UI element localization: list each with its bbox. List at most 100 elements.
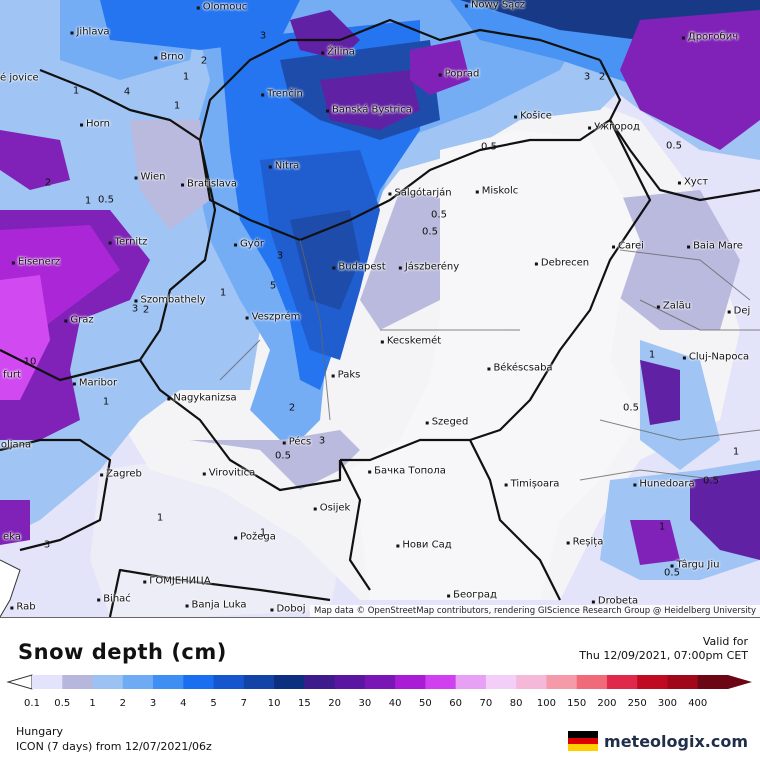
city-label: Veszprém <box>245 311 301 323</box>
city-label: Békéscsaba <box>487 362 553 374</box>
scale-tick-label: 5 <box>210 698 217 709</box>
snow-area-20cm-tj <box>630 520 680 565</box>
border-hu-ro <box>469 119 652 442</box>
brand-logo[interactable]: meteologix.com <box>568 731 748 752</box>
scale-arrow-left <box>6 674 33 690</box>
germany-flag-icon <box>568 731 599 752</box>
scale-swatch <box>32 675 63 689</box>
flag-stripe <box>568 744 599 752</box>
scale-tick-label: 2 <box>119 698 126 709</box>
city-label: Wien <box>134 171 166 183</box>
city-label: Cluj-Napoca <box>682 351 750 363</box>
contour-label: 1 <box>102 396 110 408</box>
scale-tick-label: 80 <box>509 698 523 709</box>
scale-swatch <box>274 675 305 689</box>
city-label: Horn <box>80 118 110 130</box>
scale-tick-label: 400 <box>688 698 708 709</box>
scale-tick-label: 70 <box>479 698 493 709</box>
snow-area-15cm-tatra <box>410 40 470 95</box>
city-label: Poprad <box>438 68 480 80</box>
city-label: Bihać <box>97 593 131 605</box>
contour-label: 3 <box>583 71 591 83</box>
city-label: Jászberény <box>398 261 460 273</box>
valid-for-label: Valid for <box>702 635 748 648</box>
scale-tick-label: 250 <box>627 698 647 709</box>
border-at-si <box>0 349 141 382</box>
border-hu-rs <box>340 438 470 462</box>
coastline <box>0 559 21 617</box>
contour-label: 0.5 <box>666 140 682 152</box>
scale-tick-label: 60 <box>449 698 463 709</box>
city-label: Bratislava <box>181 178 237 190</box>
city-label: Timișoara <box>504 478 560 490</box>
contour-label: 3 <box>318 435 326 447</box>
city-label: Paks <box>331 369 361 381</box>
flag-stripe <box>568 731 599 738</box>
lowland-no-snow-hr <box>90 460 340 617</box>
scale-swatch <box>425 675 457 689</box>
city-label: Osijek <box>313 502 351 514</box>
border-sk-pl <box>290 18 601 62</box>
city-label: Carei <box>612 240 644 252</box>
snow-area-alps-low <box>0 130 70 190</box>
snow-area-7cm <box>290 210 360 310</box>
legend-title: Snow depth (cm) <box>18 640 227 664</box>
border-sk-hu <box>198 119 611 242</box>
city-label: Zalău <box>656 300 692 312</box>
city-label: Salgótarján <box>388 187 452 199</box>
snow-area-20cm-sw <box>690 470 760 560</box>
contour-label: 0.5 <box>422 226 438 238</box>
city-label: Drobeta <box>591 595 639 607</box>
contour-label: 2 <box>200 55 208 67</box>
city-label: Baia Mare <box>687 240 743 252</box>
contour-label: 0.5 <box>664 567 680 579</box>
contour-label: 0.5 <box>275 450 291 462</box>
snow-area-20cm-ua <box>620 10 760 150</box>
city-label: ГОМЈЕНИЦА <box>143 575 211 587</box>
city-label: Nagykanizsa <box>167 392 237 404</box>
scale-tick-label: 200 <box>597 698 617 709</box>
snow-area-slo <box>0 500 30 545</box>
contour-label: 2 <box>142 304 150 316</box>
border-hr-ba <box>108 568 331 617</box>
city-label: Нови Сад <box>396 539 452 551</box>
city-label: Бачка Топола <box>368 465 446 477</box>
scale-tick-label: 4 <box>180 698 187 709</box>
scale-swatch <box>667 675 699 689</box>
snow-area-05cm-grey-s <box>190 430 360 490</box>
scale-swatch <box>334 675 366 689</box>
city-label: Szeged <box>425 416 469 428</box>
legend-panel: Snow depth (cm) Valid for Thu 12/09/2021… <box>0 617 760 761</box>
contour-label: 1 <box>72 85 80 97</box>
contour-label: 3 <box>43 539 51 551</box>
lowland-no-snow <box>350 130 640 600</box>
snow-area-05cm-grey <box>130 120 210 230</box>
scale-tick-label: 300 <box>657 698 678 709</box>
city-label: Târgu Jiu <box>670 559 720 571</box>
city-label: Virovitica <box>202 467 256 479</box>
city-label: Graz <box>64 314 94 326</box>
contour-label: 1 <box>84 195 92 207</box>
scale-swatch <box>455 675 487 689</box>
snow-depth-map[interactable]: Olomouc Nowy Sącz Jihlava Brno Žilina Po… <box>0 0 760 617</box>
contour-label: 1 <box>182 71 190 83</box>
contour-label: 0.5 <box>481 141 497 153</box>
scale-tick-label: 7 <box>240 698 247 709</box>
province-lines-hu <box>219 239 520 421</box>
border-hr-si <box>0 438 112 552</box>
city-label: Београд <box>447 589 497 601</box>
model-run: ICON (7 days) from 12/07/2021/06z <box>16 740 212 753</box>
city-label: furt <box>0 369 21 381</box>
city-label: Хуст <box>677 176 709 188</box>
city-label: oljana <box>0 439 32 451</box>
scale-tick-label: 3 <box>149 698 157 709</box>
snow-area-15cm-bb <box>320 70 420 130</box>
city-label: Debrecen <box>534 257 590 269</box>
city-label: Eisenerz <box>11 256 61 268</box>
scale-swatch <box>395 675 426 689</box>
contour-label: 4 <box>123 86 131 98</box>
contour-label: 10 <box>23 356 37 368</box>
scale-swatch <box>304 675 336 689</box>
scale-tick-label: 150 <box>567 698 587 709</box>
city-label: Győr <box>234 238 264 250</box>
